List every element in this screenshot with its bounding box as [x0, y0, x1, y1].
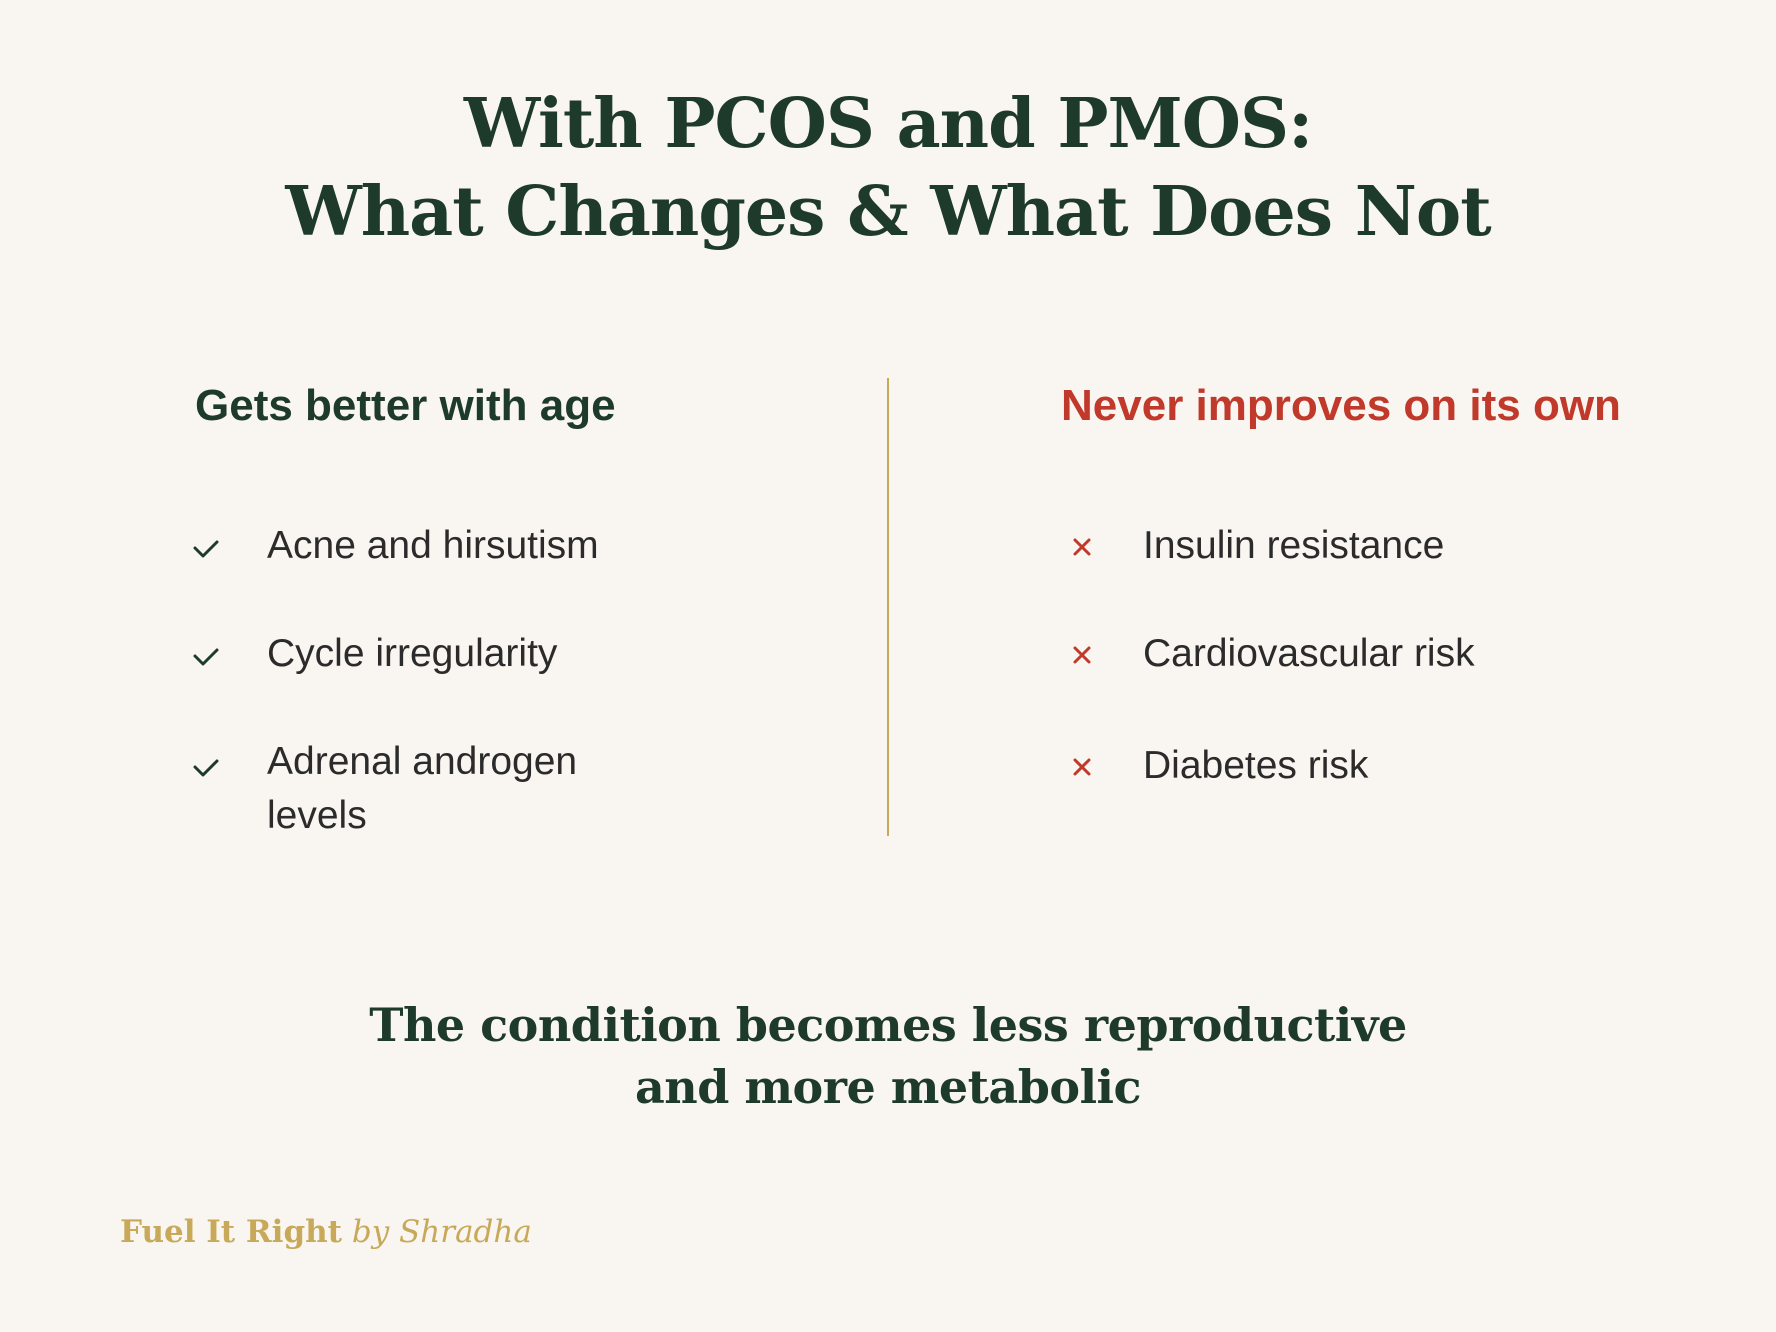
left-list-item-label-line-2: levels [267, 794, 367, 837]
left-column-heading: Gets better with age [195, 381, 616, 430]
check-icon [191, 519, 231, 573]
page-title-line-1: With PCOS and PMOS: [463, 84, 1313, 164]
brand-signature: Fuel It Right by Shradha [120, 1210, 532, 1254]
conclusion-line-1: The condition becomes less reproductive [369, 998, 1407, 1052]
conclusion-text: The condition becomes less reproductive … [0, 994, 1776, 1118]
cross-icon [1067, 739, 1107, 793]
brand-byline: by Shradha [351, 1214, 532, 1250]
right-column-heading: Never improves on its own [1061, 381, 1621, 430]
check-icon [191, 627, 231, 681]
left-list-item-label: Cycle irregularity [267, 632, 558, 675]
brand-name: Fuel It Right [120, 1214, 342, 1250]
left-list-item-label-line-1: Adrenal androgen [267, 740, 578, 783]
right-list-item-label: Diabetes risk [1143, 744, 1369, 787]
left-list-item-label: Adrenal androgen levels [267, 735, 687, 843]
right-list-item-label: Insulin resistance [1143, 524, 1445, 567]
cross-icon [1067, 519, 1107, 573]
conclusion-line-2: and more metabolic [634, 1060, 1142, 1114]
cross-icon [1067, 627, 1107, 681]
page-title-line-2: What Changes & What Does Not [285, 172, 1491, 252]
left-list-item-label: Acne and hirsutism [267, 524, 599, 567]
check-icon [191, 735, 231, 789]
column-divider [887, 378, 889, 836]
page-title: With PCOS and PMOS: What Changes & What … [0, 80, 1776, 256]
right-list-item-label: Cardiovascular risk [1143, 632, 1475, 675]
